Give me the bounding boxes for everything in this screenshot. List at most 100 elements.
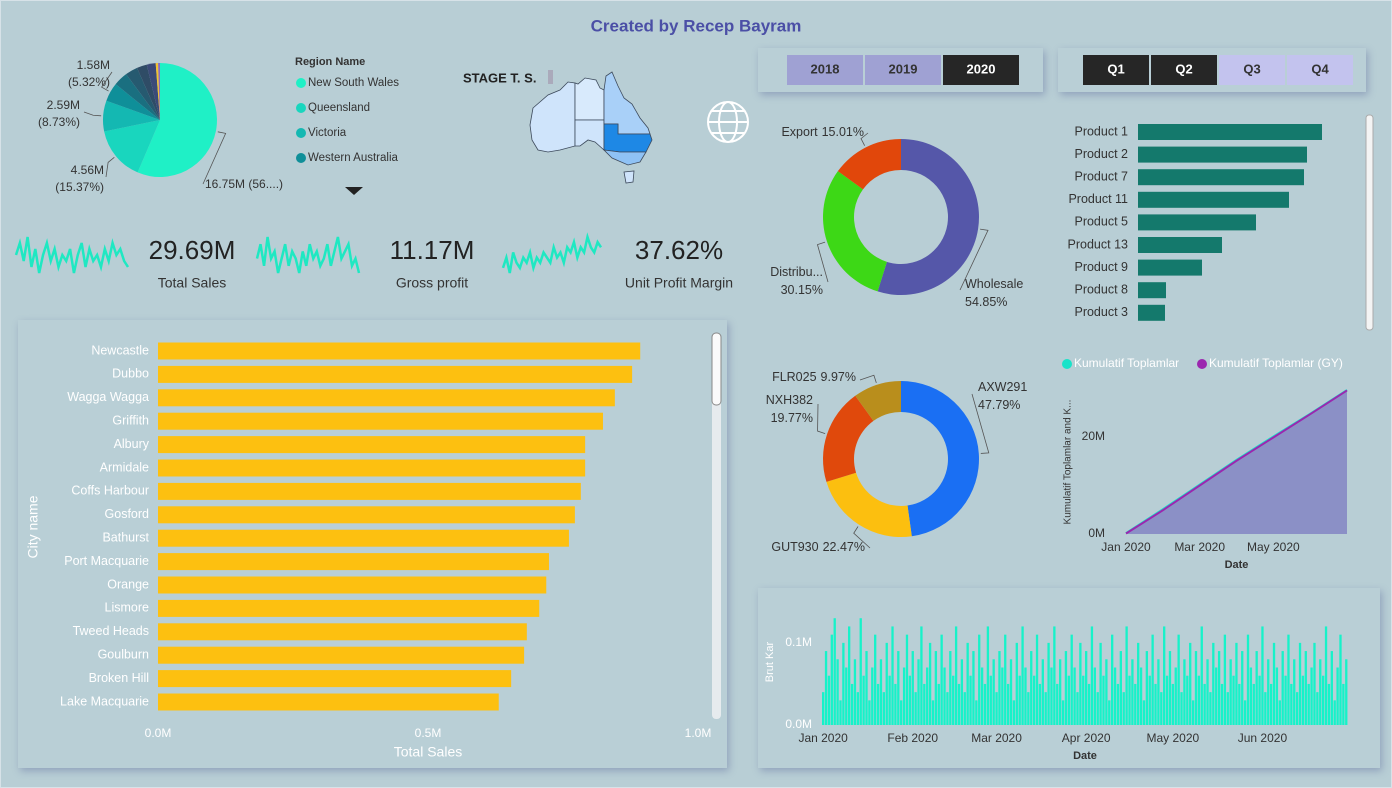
bar	[1215, 667, 1218, 725]
slice-category: GUT930	[771, 540, 818, 554]
bar	[1050, 667, 1053, 725]
bar	[1090, 626, 1094, 725]
bar	[865, 651, 868, 725]
bar	[1125, 626, 1128, 725]
bar	[1258, 675, 1261, 725]
category-label: Orange	[107, 577, 149, 591]
scrollbar[interactable]	[1365, 114, 1374, 331]
bar	[874, 634, 877, 725]
bar	[1160, 692, 1163, 725]
slicer-tile[interactable]: 2020	[943, 55, 1019, 85]
bar	[822, 692, 825, 725]
bar	[1203, 683, 1206, 725]
data-label: GUT930 22.47%	[771, 540, 865, 554]
leader-line	[971, 393, 990, 454]
bar	[1269, 683, 1273, 725]
sparkline	[14, 236, 130, 274]
bar	[158, 342, 641, 360]
bar	[1138, 259, 1202, 276]
bar	[894, 683, 897, 725]
bar	[1267, 659, 1270, 725]
bar	[1321, 675, 1325, 725]
y-tick-label: 0.1M	[785, 635, 812, 649]
bar	[1293, 659, 1296, 725]
slicer-label[interactable]: Q3	[1243, 61, 1260, 76]
pie-slice	[115, 74, 160, 120]
sparkline	[501, 232, 603, 274]
bar	[1310, 667, 1313, 725]
leader-line	[817, 403, 826, 434]
bar	[928, 642, 932, 725]
slicer-tile[interactable]: Q4	[1287, 55, 1353, 85]
bar	[986, 626, 990, 725]
slice-value: 9.97%	[821, 370, 856, 384]
bar	[1064, 651, 1068, 725]
category-label: Newcastle	[91, 343, 149, 357]
slicer-label[interactable]: 2020	[967, 61, 996, 76]
bar	[1116, 683, 1120, 725]
bar	[926, 667, 929, 725]
category-label: Armidale	[100, 460, 149, 474]
pie-slice	[106, 84, 160, 120]
slicer-tile[interactable]: Q1	[1083, 55, 1149, 85]
bar	[1278, 700, 1281, 725]
kpi-label: Unit Profit Margin	[625, 275, 733, 291]
dropdown-arrow[interactable]	[345, 187, 363, 195]
slice-value: 47.79%	[978, 398, 1020, 412]
bar	[1272, 642, 1276, 725]
bar	[1134, 683, 1137, 725]
slicer-label[interactable]: 2019	[889, 61, 918, 76]
data-label: Wholesale 54.85%	[965, 277, 1023, 309]
bar	[1041, 659, 1044, 725]
map	[529, 71, 653, 184]
bar	[1229, 659, 1232, 725]
bar	[1128, 675, 1131, 725]
bar	[1313, 642, 1316, 725]
category-label: Tweed Heads	[73, 624, 149, 638]
category-label: Product 8	[1074, 282, 1128, 296]
slicer-tile[interactable]: Q2	[1151, 55, 1217, 85]
bar	[954, 626, 958, 725]
slicer-label[interactable]: 2018	[811, 61, 840, 76]
legend-marker	[1197, 359, 1207, 369]
bar	[1324, 626, 1328, 725]
bar	[158, 693, 499, 711]
slicer-tile[interactable]: 2018	[787, 55, 863, 85]
bar	[972, 651, 975, 725]
bar	[1232, 675, 1235, 725]
slicer-button[interactable]	[787, 55, 863, 85]
slicer-button[interactable]	[1151, 55, 1217, 85]
bar	[1290, 683, 1293, 725]
slicer-label[interactable]: Q4	[1311, 61, 1329, 76]
leader-line	[202, 131, 227, 185]
bar	[1246, 634, 1250, 725]
bar	[1027, 692, 1030, 725]
legend-label: Kumulatif Toplamlar (GY)	[1209, 356, 1343, 370]
bar	[1189, 642, 1192, 725]
slicer-button[interactable]	[943, 55, 1019, 85]
slicer-tile[interactable]: 2019	[865, 55, 941, 85]
slicer-button[interactable]	[1083, 55, 1149, 85]
legend-label: New South Wales	[308, 77, 399, 89]
y-axis-title: Brut Kar	[764, 641, 776, 682]
bar	[1018, 675, 1021, 725]
bar	[911, 651, 914, 725]
slicer-label[interactable]: Q1	[1107, 61, 1124, 76]
legend-label: Western Australia	[308, 152, 399, 164]
category-label: Product 11	[1068, 192, 1128, 206]
x-tick-label: 0.5M	[415, 726, 442, 740]
slicer-label[interactable]: Q2	[1175, 61, 1192, 76]
kpi-value: 29.69M	[149, 235, 236, 265]
bar	[158, 389, 615, 407]
bar	[827, 675, 831, 725]
slicer-button[interactable]	[1219, 55, 1285, 85]
bar	[969, 675, 972, 725]
pie-slice	[158, 63, 160, 120]
bar	[1330, 651, 1333, 725]
slicer-button[interactable]	[1287, 55, 1353, 85]
slicer-button[interactable]	[865, 55, 941, 85]
scrollbar-thumb[interactable]	[711, 332, 722, 406]
pie-slice	[104, 120, 160, 173]
bar	[158, 599, 540, 617]
slicer-tile[interactable]: Q3	[1219, 55, 1285, 85]
